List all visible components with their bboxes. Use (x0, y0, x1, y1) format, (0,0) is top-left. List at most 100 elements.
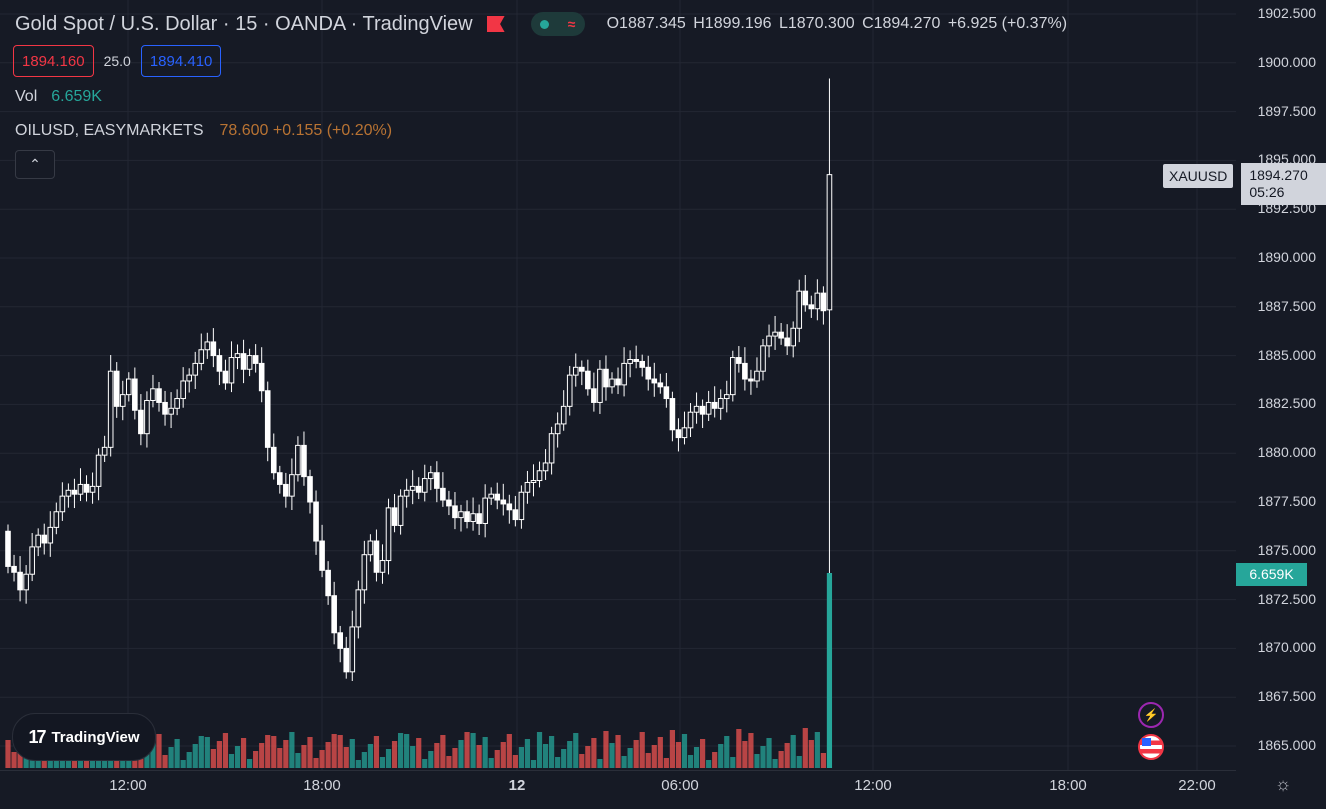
volume-bar (512, 755, 518, 768)
candle-body (482, 497, 488, 524)
settings-gear-icon[interactable]: ☼ (1274, 774, 1292, 794)
us-flag-event-icon[interactable] (1138, 734, 1164, 760)
candle-body (621, 362, 627, 386)
volume-bar (398, 733, 404, 768)
candle-body (391, 507, 398, 526)
volume-bar (591, 738, 597, 768)
volume-bar (597, 759, 603, 768)
candle-body (95, 454, 102, 487)
candle-body (591, 388, 597, 403)
volume-bar (216, 741, 222, 768)
candle-body (506, 503, 513, 511)
candle-body (295, 444, 301, 476)
candle-body (560, 405, 567, 425)
volume-legend[interactable]: Vol 6.659K (15, 88, 102, 106)
volume-bar (693, 747, 700, 768)
candle-body (301, 444, 307, 478)
volume-bar (760, 746, 766, 768)
volume-bar (391, 741, 398, 768)
candle-body (107, 370, 114, 448)
volume-bar (681, 734, 688, 768)
candle-body (802, 290, 809, 306)
volume-bar (555, 757, 561, 768)
sell-button[interactable]: 1894.160 (13, 45, 94, 77)
volume-bar (524, 739, 531, 768)
volume-bar (724, 736, 730, 768)
price-tick-label: 1875.000 (1257, 541, 1316, 558)
candle-body (603, 368, 609, 388)
volume-bar (96, 756, 102, 768)
collapse-legend-button[interactable]: ⌃ (15, 150, 55, 179)
candle-body (331, 595, 337, 634)
candle-body (246, 355, 253, 370)
candle-body (379, 560, 386, 573)
volume-bar (162, 755, 168, 768)
comparison-legend[interactable]: OILUSD, EASYMARKETS 78.600 +0.155 (+0.20%… (15, 122, 392, 140)
volume-bar (754, 754, 760, 768)
volume-bar (416, 738, 422, 768)
symbol-legend: Gold Spot / U.S. Dollar · 15 · OANDA · T… (15, 10, 1070, 38)
candle-body (536, 470, 543, 482)
last-price-tag: XAUUSD 1894.270 05:26 (1163, 163, 1326, 205)
price-axis[interactable]: 1902.500 1900.000 1897.500 1895.000 1892.500… (1236, 0, 1326, 808)
candle-body (101, 446, 108, 456)
candle-body (766, 335, 772, 347)
candle-body (711, 401, 718, 409)
high-value: H1899.196 (693, 15, 772, 32)
candle-body (11, 565, 17, 573)
candle-body (524, 481, 531, 493)
market-status-pill[interactable]: ≈ (530, 12, 585, 36)
volume-bar (222, 733, 229, 768)
volume-bar (669, 730, 675, 768)
volume-bar (174, 739, 180, 768)
candle-body (633, 359, 639, 362)
candle-body (717, 398, 724, 409)
volume-bar (373, 736, 380, 768)
symbol-title[interactable]: Gold Spot / U.S. Dollar · 15 · OANDA · T… (15, 12, 473, 35)
volume-bar (488, 758, 494, 768)
flag-icon[interactable] (487, 16, 505, 32)
volume-bar (234, 746, 241, 768)
tradingview-logo[interactable]: 17 TradingView (12, 713, 156, 761)
candle-body (234, 353, 241, 359)
candle-body (337, 632, 343, 649)
volume-bar (778, 751, 784, 768)
volume-bar (549, 736, 555, 768)
volume-bar (464, 732, 470, 768)
volume-bar (349, 739, 355, 768)
lightning-event-icon[interactable]: ⚡ (1138, 702, 1164, 728)
time-tick-label: 18:00 (1049, 777, 1087, 794)
volume-bar (180, 760, 186, 768)
volume-bar (29, 757, 35, 768)
candle-body (270, 446, 277, 474)
time-axis[interactable]: 12:00 18:00 12 06:00 12:00 18:00 22:00 (0, 770, 1236, 809)
candle-body (663, 386, 670, 400)
candle-body (228, 357, 235, 384)
volume-bar (784, 743, 790, 768)
candle-body (428, 472, 434, 480)
candle-body (826, 174, 833, 311)
candle-body (572, 366, 579, 376)
candle-body (343, 647, 350, 673)
candle-body (367, 540, 374, 556)
volume-bar (808, 740, 814, 768)
candle-body (548, 433, 555, 464)
volume-bar (500, 742, 506, 768)
volume-value: 6.659K (51, 88, 102, 105)
candle-body (307, 476, 313, 503)
candle-body (77, 483, 84, 495)
volume-bar (476, 745, 482, 768)
volume-bar (687, 755, 694, 768)
volume-bar (518, 747, 524, 768)
candle-body (748, 378, 754, 382)
volume-bar (530, 760, 537, 768)
buy-button[interactable]: 1894.410 (140, 45, 222, 77)
volume-bar (712, 752, 718, 768)
volume-bar (814, 732, 820, 768)
candle-body (23, 573, 29, 591)
volume-bar (265, 735, 271, 768)
volume-bar (470, 733, 476, 768)
candle-body (639, 360, 646, 368)
price-tick-label: 1865.000 (1257, 737, 1316, 753)
